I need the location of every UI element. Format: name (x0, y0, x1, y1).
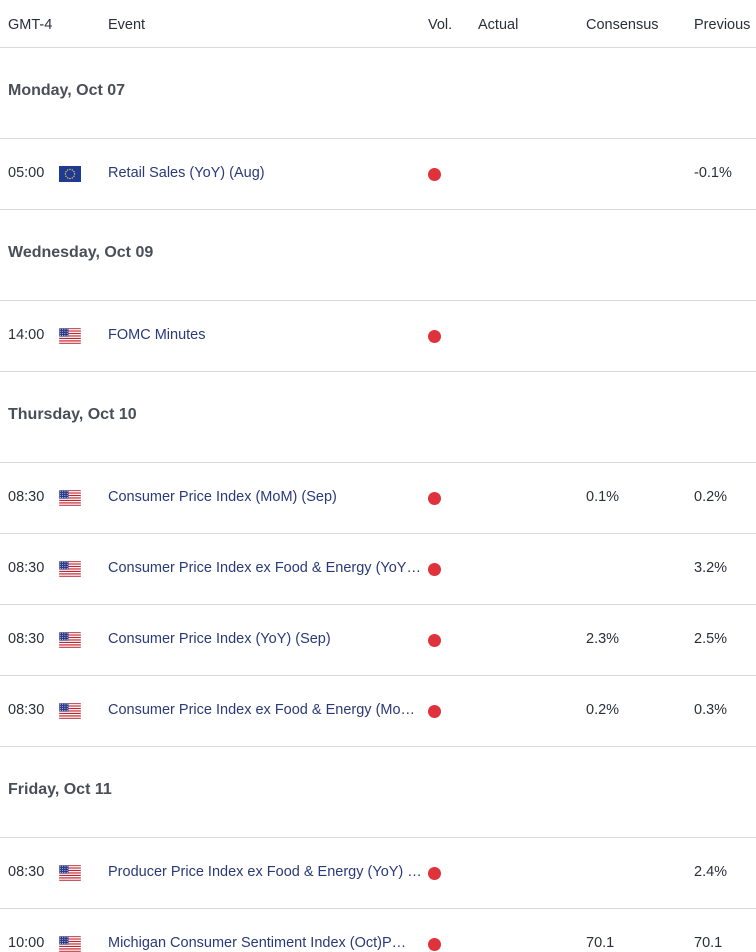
column-header-actual: Actual (478, 17, 519, 33)
table-row[interactable]: 08:30 Consumer Price Index (YoY) (Sep) 2.3… (0, 605, 756, 676)
table-row[interactable]: 08:30 Consumer Price Index ex Food & Ener… (0, 676, 756, 747)
event-name-link[interactable]: FOMC Minutes (108, 327, 206, 343)
event-name-link[interactable]: Consumer Price Index (MoM) (Sep) (108, 489, 337, 505)
day-label: Friday, Oct 11 (8, 781, 112, 798)
us-flag-icon (59, 865, 81, 881)
volatility-high-icon (428, 563, 441, 576)
table-header: GMT-4 Event Vol. Actual Consensus Previo… (0, 0, 756, 48)
consensus-value: 70.1 (586, 935, 615, 951)
consensus-value: 0.1% (586, 489, 620, 505)
table-row[interactable]: 08:30 Consumer Price Index (MoM) (Sep) 0.1… (0, 463, 756, 534)
volatility-high-icon (428, 634, 441, 647)
us-flag-icon (59, 936, 81, 952)
consensus-value: 0.2% (586, 702, 620, 718)
us-flag-icon (59, 703, 81, 719)
volatility-high-icon (428, 492, 441, 505)
day-header-row: Monday, Oct 07 (0, 48, 756, 139)
event-time: 10:00 (8, 935, 45, 951)
table-row[interactable]: 08:30 Consumer Price Index ex Food & Ener… (0, 534, 756, 605)
column-header-vol: Vol. (428, 17, 453, 33)
day-header-row: Friday, Oct 11 (0, 747, 756, 838)
table-row[interactable]: 08:30 Producer Price Index ex Food & Ener… (0, 838, 756, 909)
us-flag-icon (59, 561, 81, 577)
previous-value: -0.1% (694, 165, 732, 181)
event-time: 08:30 (8, 702, 45, 718)
previous-value: 70.1 (694, 935, 723, 951)
event-time: 08:30 (8, 560, 45, 576)
event-name-link[interactable]: Consumer Price Index ex Food & Energy (M… (108, 702, 416, 718)
event-name-link[interactable]: Retail Sales (YoY) (Aug) (108, 165, 265, 181)
volatility-high-icon (428, 705, 441, 718)
volatility-high-icon (428, 330, 441, 343)
event-name-link[interactable]: Consumer Price Index (YoY) (Sep) (108, 631, 331, 647)
column-header-consensus: Consensus (586, 17, 659, 33)
column-header-previous: Previous (694, 17, 751, 33)
us-flag-icon (59, 632, 81, 648)
table-row[interactable]: 05:00 Retail Sales (YoY) (Aug) -0.1% (0, 139, 756, 210)
us-flag-icon (59, 490, 81, 506)
column-header-event: Event (108, 17, 146, 33)
event-name-link[interactable]: Consumer Price Index ex Food & Energy (Y… (108, 560, 421, 576)
volatility-high-icon (428, 867, 441, 880)
previous-value: 2.4% (694, 864, 728, 880)
event-time: 08:30 (8, 489, 45, 505)
event-time: 14:00 (8, 327, 45, 343)
previous-value: 0.3% (694, 702, 728, 718)
event-name-link[interactable]: Producer Price Index ex Food & Energy (Y… (108, 864, 422, 880)
consensus-value: 2.3% (586, 631, 620, 647)
day-header-row: Wednesday, Oct 09 (0, 210, 756, 301)
eu-flag-icon (59, 166, 81, 182)
day-header-row: Thursday, Oct 10 (0, 372, 756, 463)
us-flag-icon (59, 328, 81, 344)
volatility-high-icon (428, 168, 441, 181)
day-label: Monday, Oct 07 (8, 82, 126, 99)
table-row[interactable]: 14:00 FOMC Minutes (0, 301, 756, 372)
event-name-link[interactable]: Michigan Consumer Sentiment Index (Oct)P… (108, 935, 407, 951)
event-time: 08:30 (8, 631, 45, 647)
previous-value: 0.2% (694, 489, 728, 505)
column-header-time: GMT-4 (8, 17, 53, 33)
event-time: 08:30 (8, 864, 45, 880)
day-label: Wednesday, Oct 09 (8, 244, 154, 261)
table-row[interactable]: 10:00 Michigan Consumer Sentiment Index (… (0, 909, 756, 952)
day-label: Thursday, Oct 10 (8, 406, 137, 423)
event-time: 05:00 (8, 165, 45, 181)
previous-value: 2.5% (694, 631, 728, 647)
volatility-high-icon (428, 938, 441, 951)
previous-value: 3.2% (694, 560, 728, 576)
